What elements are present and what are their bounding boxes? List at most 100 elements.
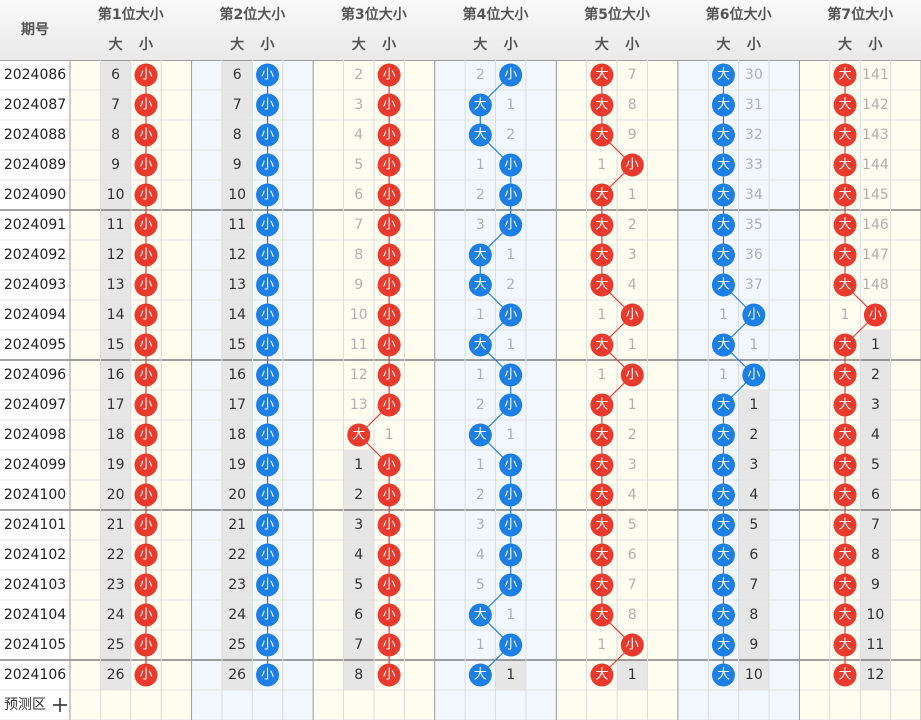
ball-label: 小	[383, 218, 396, 233]
ball-label: 小	[504, 368, 517, 383]
streak-cell	[100, 60, 131, 90]
ball-label: 小	[626, 308, 639, 323]
ball-label: 小	[383, 668, 396, 683]
miss-count: 1	[506, 607, 515, 623]
miss-count: 2	[749, 427, 758, 443]
ball-label: 小	[139, 518, 152, 533]
streak-cell	[221, 330, 253, 360]
miss-count: 10	[866, 607, 884, 623]
ball-label: 小	[139, 638, 152, 653]
ball-label: 大	[839, 428, 852, 443]
ball	[711, 153, 735, 177]
miss-count: 9	[354, 277, 363, 293]
miss-count: 8	[749, 607, 758, 623]
miss-count: 2	[628, 427, 637, 443]
ball	[590, 603, 614, 627]
ball-label: 小	[139, 218, 152, 233]
streak-cell	[100, 270, 131, 300]
ball-label: 小	[383, 578, 396, 593]
ball-label: 大	[717, 278, 730, 293]
miss-count: 1	[385, 427, 394, 443]
miss-count: 2	[506, 277, 515, 293]
miss-count: 1	[719, 367, 728, 383]
miss-count: 2	[476, 187, 485, 203]
miss-count: 4	[628, 277, 637, 293]
miss-count: 7	[354, 637, 363, 653]
miss-count: 13	[107, 277, 125, 293]
ball	[377, 63, 401, 87]
ball-label: 大	[474, 248, 487, 263]
miss-count: 2	[476, 397, 485, 413]
streak-cell	[100, 630, 131, 660]
miss-count: 17	[107, 397, 125, 413]
miss-count: 5	[476, 577, 485, 593]
ball-label: 大	[717, 188, 730, 203]
ball	[590, 213, 614, 237]
miss-count: 7	[111, 97, 120, 113]
ball-label: 小	[261, 668, 274, 683]
miss-count: 147	[862, 247, 889, 263]
ball-label: 小	[139, 128, 152, 143]
ball-label: 小	[747, 308, 760, 323]
miss-count: 1	[841, 307, 850, 323]
ball-label: 小	[504, 188, 517, 203]
miss-count: 6	[111, 67, 120, 83]
ball-label: 大	[717, 668, 730, 683]
ball-label: 小	[261, 458, 274, 473]
ball	[590, 663, 614, 687]
ball-label: 大	[474, 668, 487, 683]
miss-count: 11	[350, 337, 368, 353]
miss-count: 1	[506, 667, 515, 683]
period: 2024093	[4, 277, 66, 293]
streak-cell	[100, 420, 131, 450]
ball-label: 大	[595, 608, 608, 623]
streak-cell	[100, 450, 131, 480]
miss-count: 6	[749, 547, 758, 563]
streak-cell	[860, 570, 891, 600]
miss-count: 24	[228, 607, 246, 623]
miss-count: 1	[749, 397, 758, 413]
miss-count: 2	[354, 67, 363, 83]
ball	[742, 303, 766, 327]
ball-label: 大	[595, 98, 608, 113]
ball-label: 大	[595, 248, 608, 263]
ball	[377, 213, 401, 237]
streak-cell	[343, 570, 374, 600]
ball-label: 小	[383, 248, 396, 263]
ball	[711, 633, 735, 657]
ball	[134, 423, 158, 447]
streak-cell	[221, 660, 253, 690]
miss-count: 3	[476, 517, 485, 533]
ball	[468, 243, 492, 267]
ball	[833, 63, 857, 87]
miss-count: 23	[228, 577, 246, 593]
ball-label: 大	[717, 518, 730, 533]
ball	[468, 423, 492, 447]
miss-count: 1	[628, 187, 637, 203]
ball-label: 小	[139, 278, 152, 293]
miss-count: 19	[228, 457, 246, 473]
ball	[134, 273, 158, 297]
ball	[256, 153, 280, 177]
ball-label: 小	[383, 128, 396, 143]
miss-count: 1	[597, 307, 606, 323]
ball-label: 小	[504, 458, 517, 473]
streak-cell	[221, 120, 253, 150]
position-header: 第2位大小	[219, 6, 285, 23]
miss-count: 8	[354, 667, 363, 683]
miss-count: 1	[628, 397, 637, 413]
miss-count: 6	[233, 67, 242, 83]
ball-label: 大	[595, 518, 608, 533]
ball	[499, 483, 523, 507]
ball-label: 小	[261, 248, 274, 263]
ball-label: 小	[261, 188, 274, 203]
ball	[833, 393, 857, 417]
ball-label: 小	[626, 368, 639, 383]
ball-label: 小	[261, 158, 274, 173]
miss-count: 3	[354, 517, 363, 533]
miss-count: 10	[350, 307, 368, 323]
ball	[711, 123, 735, 147]
ball	[134, 93, 158, 117]
streak-cell	[860, 450, 891, 480]
add-icon[interactable]	[53, 698, 67, 712]
